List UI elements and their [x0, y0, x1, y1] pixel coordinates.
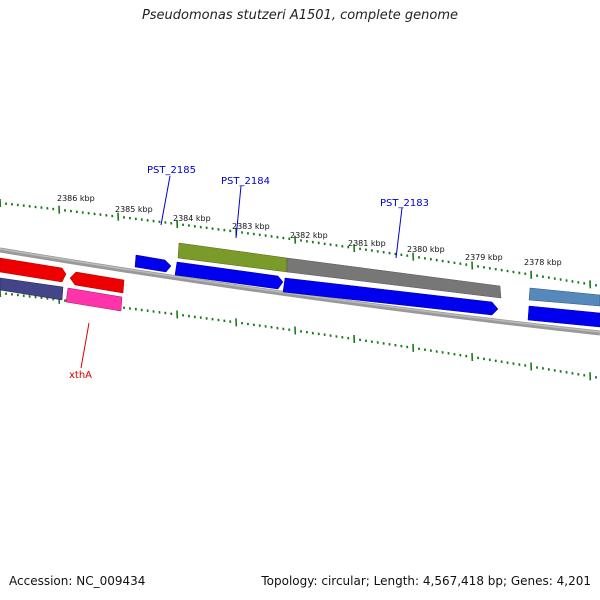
gene-red-left[interactable]	[0, 257, 67, 283]
genome-backbone	[0, 247, 600, 336]
genome-backbone-highlight	[0, 248, 600, 333]
scale-labels: 2386 kbp 2385 kbp 2384 kbp 2383 kbp 2382…	[57, 194, 562, 267]
scale-label: 2379 kbp	[465, 253, 503, 262]
gene-gray-segment[interactable]	[286, 257, 502, 299]
gene-pst2184[interactable]	[282, 277, 499, 316]
gene-pst2185-arrow[interactable]	[134, 254, 172, 273]
accession-text: Accession: NC_009434	[9, 574, 146, 588]
leader-xtha	[80, 322, 90, 369]
leader-pst2183	[395, 207, 403, 259]
leader-pst2185	[160, 175, 171, 226]
gene-blue-a[interactable]	[174, 261, 284, 290]
scale-ticks-outer	[0, 198, 598, 289]
gene-label-pst2183: PST_2183	[380, 198, 429, 209]
gene-navy-left[interactable]	[0, 277, 64, 301]
inner-genes	[0, 261, 600, 328]
scale-label: 2381 kbp	[348, 239, 386, 248]
gene-blue-right[interactable]	[527, 305, 600, 328]
gene-label-pst2185: PST_2185	[147, 165, 196, 176]
scale-label: 2384 kbp	[173, 214, 211, 223]
gene-labels: PST_2185 PST_2184 PST_2183 xthA	[69, 165, 429, 381]
leader-pst2184	[235, 185, 242, 239]
genome-stats-text: Topology: circular; Length: 4,567,418 bp…	[261, 574, 591, 588]
scale-label: 2383 kbp	[232, 222, 270, 231]
forward-genes	[0, 242, 600, 307]
label-leaders	[80, 175, 403, 369]
scale-label: 2386 kbp	[57, 194, 95, 203]
gene-steel-right[interactable]	[528, 287, 600, 307]
scale-label: 2378 kbp	[524, 258, 562, 267]
gene-label-xtha: xthA	[69, 370, 92, 381]
gene-red-reverse[interactable]	[69, 271, 125, 294]
gene-xtha[interactable]	[65, 287, 123, 312]
scale-label: 2382 kbp	[290, 231, 328, 240]
map-title: Pseudomonas stutzeri A1501, complete gen…	[141, 8, 459, 23]
scale-label: 2380 kbp	[407, 245, 445, 254]
scale-label: 2385 kbp	[115, 205, 153, 214]
gene-label-pst2184: PST_2184	[221, 176, 270, 187]
